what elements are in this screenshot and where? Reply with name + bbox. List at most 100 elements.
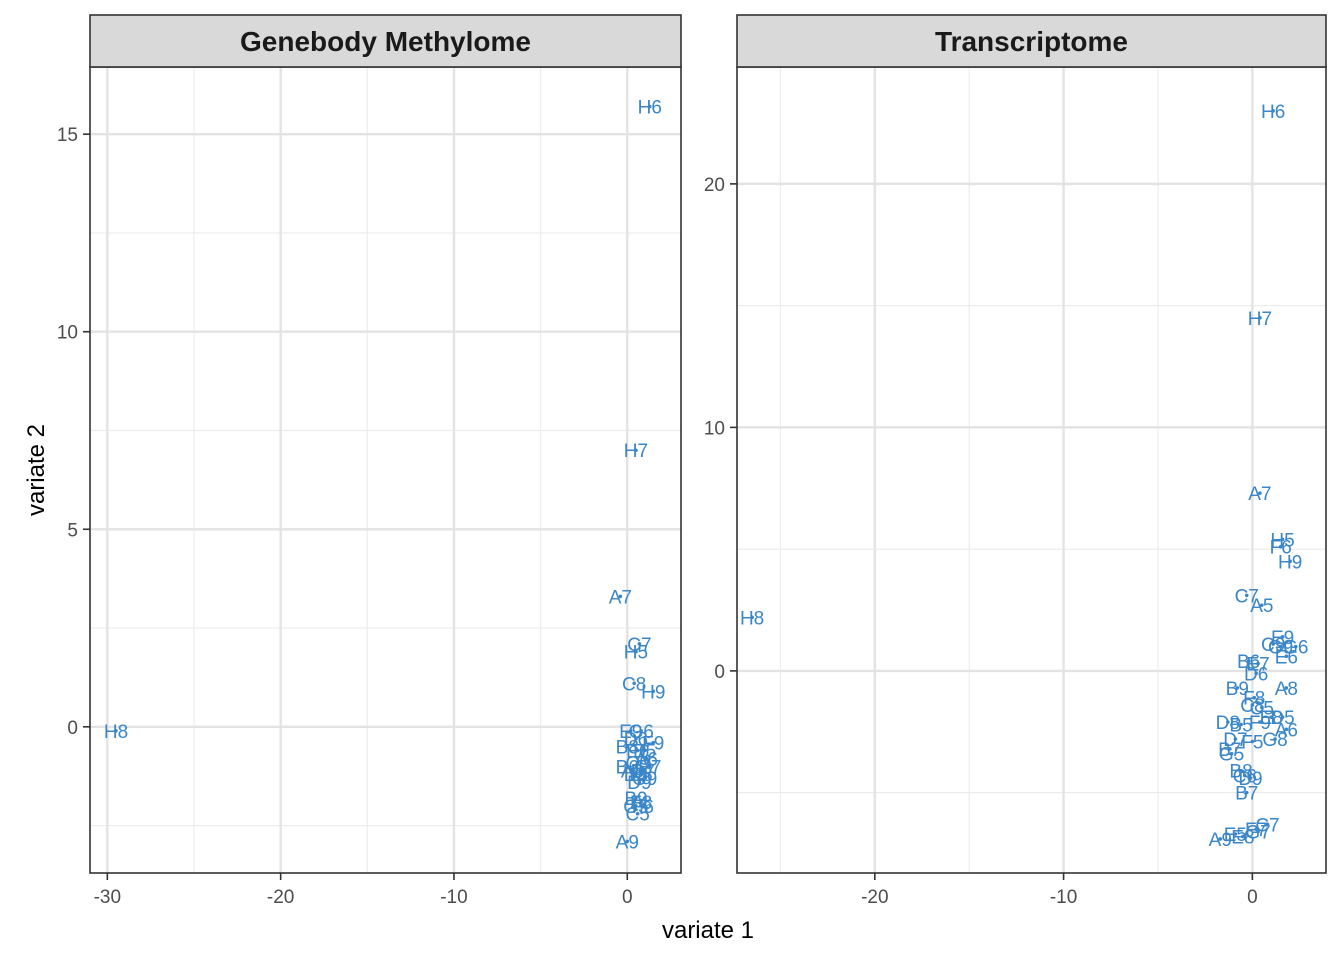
point-B5: B5: [1229, 715, 1252, 736]
point-label: A8: [1275, 679, 1298, 700]
point-G7: G7: [1245, 823, 1270, 844]
point-label: C7: [627, 635, 651, 656]
x-axis-title: variate 1: [662, 917, 754, 944]
point-marker: [1218, 837, 1223, 841]
point-label: B8: [1229, 762, 1252, 783]
point-label: A7: [1248, 484, 1271, 505]
point-H7: H7: [624, 441, 648, 462]
point-marker: [634, 772, 638, 777]
point-marker: [634, 796, 638, 800]
point-marker: [1265, 822, 1270, 827]
point-H9: H9: [1278, 552, 1302, 573]
point-marker: [1269, 715, 1274, 719]
point-label: A6: [1275, 720, 1298, 741]
point-label: G6: [1283, 638, 1308, 659]
point-G6: G6: [1283, 638, 1308, 659]
point-H5: H5: [624, 643, 648, 664]
point-label: F5: [1241, 733, 1263, 754]
y-tick-label: 0: [714, 662, 725, 683]
point-marker: [1250, 739, 1255, 744]
point-C7: C7: [627, 635, 651, 656]
point-label: D6: [1244, 664, 1268, 685]
point-marker: [632, 681, 637, 686]
point-marker: [1233, 832, 1238, 836]
point-marker: [1246, 659, 1251, 663]
point-label: C8: [622, 674, 646, 695]
point-marker: [648, 104, 652, 109]
point-label: E6: [626, 742, 649, 763]
point-label: G7: [1245, 823, 1270, 844]
point-marker: [637, 642, 642, 646]
point-marker: [635, 748, 640, 753]
point-label: H9: [1278, 552, 1302, 573]
panel-strip: [89, 14, 682, 68]
point-A8: A8: [1275, 679, 1298, 700]
point-A6: A6: [1275, 720, 1298, 741]
point-label: C8: [1240, 696, 1264, 717]
point-F9: F9: [642, 734, 664, 755]
point-label: B5: [633, 742, 656, 763]
point-label: F9: [642, 734, 664, 755]
y-tick-label: 5: [67, 520, 78, 541]
point-marker: [1284, 727, 1289, 732]
point-C9: C9: [1261, 635, 1285, 656]
point-D9: D9: [627, 773, 651, 794]
point-label: H5: [624, 643, 648, 664]
x-tick-label: -10: [1050, 887, 1077, 908]
point-B6: B6: [1237, 652, 1260, 673]
point-label: E5: [1224, 825, 1247, 846]
panel-background: [737, 67, 1326, 873]
point-marker: [641, 768, 645, 773]
point-label: H7: [624, 441, 648, 462]
point-label: C5: [626, 805, 650, 826]
point-marker: [1293, 644, 1298, 649]
point-label: D9: [1238, 769, 1262, 790]
point-label: F6: [1270, 538, 1292, 559]
point-H7: H7: [1248, 309, 1272, 330]
point-C8: C8: [1240, 696, 1264, 717]
point-label: D6: [624, 730, 648, 751]
point-marker: [1226, 720, 1230, 724]
point-H8: H8: [104, 722, 128, 743]
point-H6: H6: [1261, 102, 1285, 123]
point-H5: H5: [1270, 530, 1294, 551]
point-label: A6: [635, 749, 658, 770]
point-H9: H9: [641, 682, 665, 703]
point-label: H8: [740, 608, 764, 629]
point-B8: B8: [616, 738, 639, 759]
point-marker: [1280, 537, 1285, 542]
point-A7: A7: [1248, 484, 1271, 505]
point-label: H5: [1270, 530, 1294, 551]
point-label: F8: [1243, 689, 1265, 710]
point-marker: [642, 748, 647, 753]
point-marker: [1258, 316, 1262, 320]
x-tick-label: -30: [94, 887, 121, 908]
point-marker: [1260, 603, 1264, 607]
point-C7: C7: [1235, 586, 1259, 607]
point-label: D5: [1270, 708, 1294, 729]
y-tick-label: 0: [67, 718, 78, 739]
point-E8: E8: [1260, 708, 1283, 729]
point-D9: D9: [1238, 769, 1262, 790]
point-marker: [114, 728, 118, 733]
point-marker: [618, 594, 623, 599]
point-marker: [1244, 790, 1249, 795]
y-tick-label: 10: [57, 323, 78, 344]
point-F5: F5: [1241, 733, 1263, 754]
point-marker: [1252, 695, 1257, 700]
panel-background: [90, 67, 681, 873]
point-E8: E8: [630, 765, 653, 786]
point-F8: F8: [630, 793, 652, 814]
point-marker: [1239, 768, 1243, 773]
point-label: A5: [1250, 596, 1273, 617]
point-D6: D6: [624, 730, 648, 751]
point-G5: G5: [623, 797, 648, 818]
point-label: A8: [621, 761, 644, 782]
point-marker: [1235, 686, 1240, 690]
point-D7: D7: [1223, 730, 1247, 751]
point-marker: [630, 768, 635, 773]
point-label: G9: [632, 769, 657, 790]
point-marker: [1256, 829, 1260, 834]
